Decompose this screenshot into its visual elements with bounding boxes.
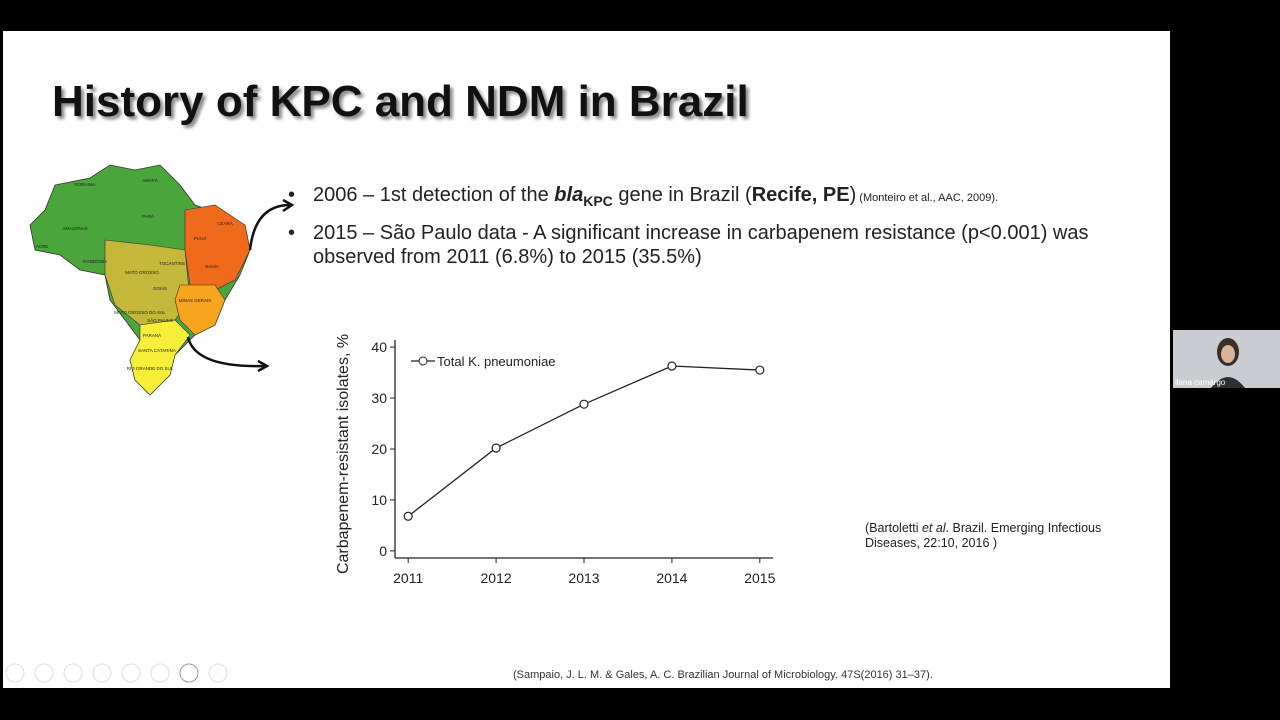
data-point xyxy=(667,361,677,371)
arrow-head xyxy=(257,359,270,373)
text: gene in Brazil ( xyxy=(612,184,752,206)
bullet: 2015 – São Paulo data - A significant in… xyxy=(288,221,1128,269)
x-tick-label: 2012 xyxy=(481,570,512,586)
text: 2015 – São Paulo data - A significant in… xyxy=(313,222,1089,268)
map-label: ACRE xyxy=(36,244,49,249)
data-point xyxy=(403,511,413,521)
text: KPC xyxy=(583,193,613,209)
map-label: MATO GROSSO xyxy=(125,270,159,275)
x-tick-label: 2015 xyxy=(744,570,775,586)
text: . Brazil. Emerging Infectious xyxy=(945,521,1102,535)
data-point xyxy=(755,365,765,375)
map-label: MATO GROSSO DO SUL xyxy=(114,310,166,315)
text: Diseases, 22:10, 2016 ) xyxy=(865,536,998,550)
map-label: PARANÁ xyxy=(143,332,161,338)
x-tick-label: 2011 xyxy=(393,570,423,586)
x-tick-label: 2014 xyxy=(656,570,687,586)
map-label: RONDÔNIA xyxy=(83,258,107,264)
arrow xyxy=(248,203,291,251)
map-label: AMAPÁ xyxy=(142,177,158,183)
map-label: PIAUÍ xyxy=(194,235,207,241)
data-point xyxy=(579,399,589,409)
text: Recife, PE xyxy=(751,184,850,206)
arrow xyxy=(186,336,266,368)
map-label: RIO GRANDE DO SUL xyxy=(127,366,174,371)
text: bla xyxy=(554,184,584,206)
y-tick-label: 30 xyxy=(371,390,387,406)
y-tick-label: 40 xyxy=(371,339,387,355)
webcam-image xyxy=(1173,330,1280,388)
text: ) xyxy=(849,184,857,206)
y-tick-label: 10 xyxy=(371,492,387,508)
map-label: CEARÁ xyxy=(217,220,233,226)
map-label: RORAIMA xyxy=(74,182,95,187)
citation: (Bartoletti et al. Brazil. Emerging Infe… xyxy=(865,521,1101,551)
participant-name: ilana camargo xyxy=(1175,378,1226,387)
brazil-map xyxy=(29,164,251,396)
map-label: MINAS GERAIS xyxy=(179,298,212,303)
x-tick-label: 2013 xyxy=(568,570,599,586)
y-tick-label: 0 xyxy=(379,543,387,559)
y-tick-label: 20 xyxy=(371,441,387,457)
toolbar xyxy=(5,663,228,683)
bullet: 2006 – 1st detection of the blaKPC gene … xyxy=(288,183,1128,213)
data-point xyxy=(491,443,501,453)
map-label: SANTA CATARINA xyxy=(138,348,176,353)
map-label: SÃO PAULO xyxy=(147,317,173,323)
slide: History of KPC and NDM in Brazil 2006 – … xyxy=(3,31,1170,688)
arrow-head xyxy=(282,198,295,213)
series-line xyxy=(407,365,760,517)
y-axis-label: Carbapenem-resistant isolates, % xyxy=(335,334,352,574)
text: (Bartoletti xyxy=(865,521,922,535)
map-label: TOCANTINS xyxy=(159,261,185,266)
webcam-thumbnail[interactable] xyxy=(1173,330,1280,388)
text: et al xyxy=(921,521,946,535)
map-label: GOIÁS xyxy=(153,285,167,291)
map-label: AMAZONAS xyxy=(62,226,87,231)
map-label: BAHIA xyxy=(205,264,219,269)
legend-label: Total K. pneumoniae xyxy=(437,354,556,369)
slide-title: History of KPC and NDM in Brazil xyxy=(52,77,749,126)
text: (Monteiro et al., AAC, 2009). xyxy=(856,192,999,204)
text: 2006 – 1st detection of the xyxy=(313,184,555,206)
footer-citation: (Sampaio, J. L. M. & Gales, A. C. Brazil… xyxy=(513,669,933,681)
legend-marker xyxy=(418,356,428,366)
chart: 0 10 20 30 40 2011 2012 2013 2014 2015 Carbapenem-… xyxy=(335,334,776,586)
map-label: PARÁ xyxy=(142,213,154,219)
